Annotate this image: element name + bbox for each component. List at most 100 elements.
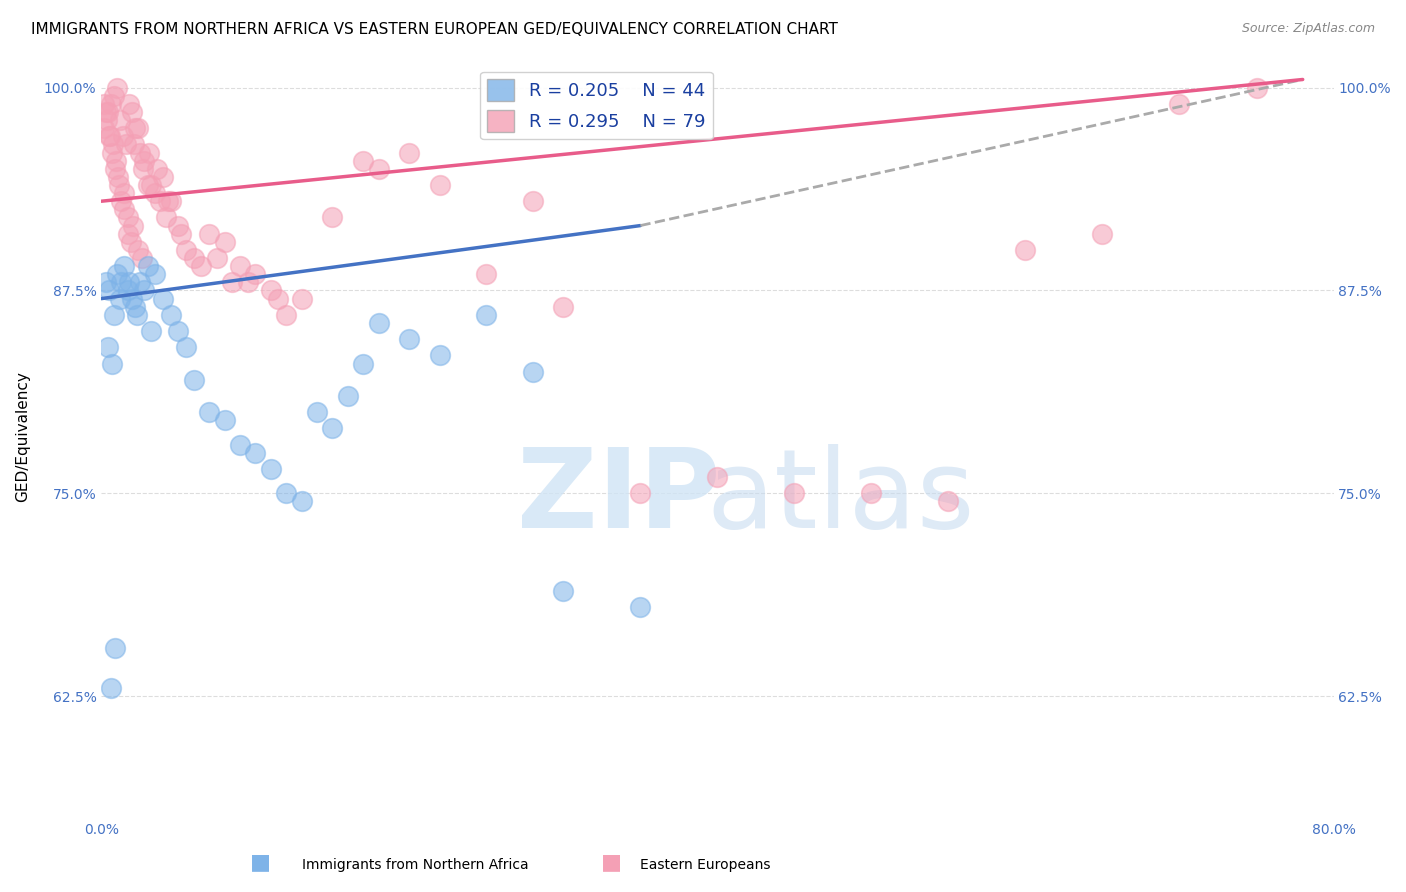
Point (783, 486, 806, 500)
Point (260, 284, 283, 298)
Point (276, 308, 298, 322)
Text: Source: ZipAtlas.com: Source: ZipAtlas.com (1241, 22, 1375, 36)
Point (100, 96, 122, 111)
Point (127, 243, 149, 257)
Point (101, 145, 124, 160)
Point (174, 340, 197, 354)
Text: IMMIGRANTS FROM NORTHERN AFRICA VS EASTERN EUROPEAN GED/EQUIVALENCY CORRELATION : IMMIGRANTS FROM NORTHERN AFRICA VS EASTE… (31, 22, 838, 37)
Point (98, 129, 121, 144)
Point (146, 161, 169, 176)
Point (98, 284, 121, 298)
Point (267, 292, 290, 306)
Point (124, 300, 146, 314)
Point (159, 194, 181, 209)
Point (105, 153, 128, 168)
Point (630, 599, 652, 614)
Point (114, 259, 136, 273)
Point (156, 194, 179, 209)
Point (522, 194, 544, 209)
Point (183, 251, 205, 265)
Point (93, 96, 115, 111)
Point (352, 357, 374, 371)
Point (111, 129, 134, 144)
Point (276, 486, 298, 500)
Point (553, 583, 575, 598)
Point (98, 129, 121, 144)
Point (114, 202, 136, 217)
Point (143, 186, 166, 200)
Point (118, 276, 141, 290)
Point (321, 211, 343, 225)
Y-axis label: GED/Equivalency: GED/Equivalency (15, 371, 30, 502)
Point (134, 153, 156, 168)
Point (128, 276, 150, 290)
Point (155, 211, 177, 225)
Point (121, 105, 143, 120)
Point (205, 251, 228, 265)
Point (139, 178, 162, 192)
Point (136, 178, 159, 192)
Point (96, 105, 118, 120)
Point (1014, 243, 1036, 257)
Point (105, 267, 128, 281)
Point (1091, 227, 1114, 241)
Point (245, 446, 267, 460)
Point (122, 137, 145, 152)
Point (236, 276, 259, 290)
Text: ■: ■ (602, 853, 621, 872)
Point (120, 235, 142, 249)
Point (121, 292, 143, 306)
Point (117, 284, 139, 298)
Point (167, 219, 190, 233)
Point (291, 494, 314, 508)
Point (149, 194, 172, 209)
Point (367, 316, 389, 330)
Point (260, 462, 283, 476)
Point (938, 494, 960, 508)
Point (128, 145, 150, 160)
Point (96, 340, 118, 354)
Text: atlas: atlas (706, 444, 974, 551)
Point (108, 113, 131, 128)
Point (115, 137, 138, 152)
Point (110, 194, 132, 209)
Point (221, 276, 243, 290)
Point (127, 121, 149, 136)
Point (134, 284, 156, 298)
Point (183, 373, 205, 387)
Point (214, 235, 236, 249)
Point (229, 259, 252, 273)
Point (321, 421, 343, 435)
Point (1246, 80, 1268, 95)
Point (475, 308, 498, 322)
Point (105, 80, 128, 95)
Point (245, 267, 267, 281)
Point (101, 137, 124, 152)
Point (125, 308, 148, 322)
Text: ZIP: ZIP (517, 444, 720, 551)
Point (108, 178, 131, 192)
Legend: R = 0.205    N = 44, R = 0.295    N = 79: R = 0.205 N = 44, R = 0.295 N = 79 (479, 71, 713, 139)
Point (352, 153, 374, 168)
Text: Immigrants from Northern Africa: Immigrants from Northern Africa (302, 858, 529, 872)
Text: ■: ■ (250, 853, 270, 872)
Text: Eastern Europeans: Eastern Europeans (640, 858, 770, 872)
Point (143, 267, 166, 281)
Point (706, 470, 728, 484)
Point (112, 186, 135, 200)
Point (367, 161, 389, 176)
Point (291, 292, 314, 306)
Point (1168, 96, 1191, 111)
Point (110, 276, 132, 290)
Point (93, 121, 115, 136)
Point (107, 169, 129, 184)
Point (398, 145, 420, 160)
Point (124, 121, 146, 136)
Point (190, 259, 212, 273)
Point (429, 348, 451, 362)
Point (94, 105, 117, 120)
Point (96, 113, 118, 128)
Point (475, 267, 498, 281)
Point (138, 145, 160, 160)
Point (118, 96, 141, 111)
